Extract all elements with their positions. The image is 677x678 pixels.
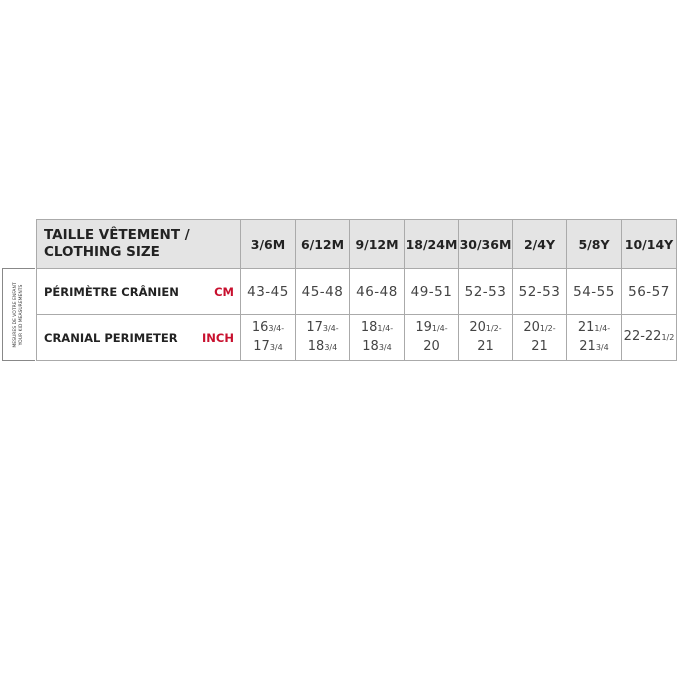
inch-value-cell: 22-221/2 [621, 314, 677, 361]
side-label-fr: MESURES DE VOTRE ENFANT [13, 281, 18, 348]
inch-whole: 21 [477, 338, 494, 354]
cm-label: PÉRIMÈTRE CRÂNIEN [44, 284, 179, 299]
cm-row: PÉRIMÈTRE CRÂNIEN CM 43-45 45-48 46-48 49-51… [36, 268, 677, 315]
inch-whole: 20 [423, 338, 440, 354]
inch-unit: INCH [202, 330, 234, 345]
cm-value-cell: 54-55 [566, 268, 622, 315]
header-label-en: CLOTHING SIZE [44, 244, 160, 260]
inch-fraction: 3/4 [378, 342, 392, 352]
inch-value-cell: 181/4- 183/4 [349, 314, 405, 361]
inch-fraction: 1/4- [431, 323, 448, 333]
size-header-cell: 30/36M [458, 219, 513, 269]
cm-value-cell: 56-57 [621, 268, 677, 315]
side-label: MESURES DE VOTRE ENFANT YOUR KID MEASUREM… [13, 282, 25, 347]
inch-fraction: 3/4 [324, 342, 338, 352]
inch-whole: 17 [306, 319, 323, 335]
inch-whole: 16 [251, 319, 269, 335]
cm-unit: CM [214, 284, 234, 299]
inch-fraction: 1/2- [485, 323, 502, 333]
side-label-box: MESURES DE VOTRE ENFANT YOUR KID MEASUREM… [2, 268, 35, 361]
inch-fraction: 3/4 [269, 342, 283, 352]
header-row: TAILLE VÊTEMENT / CLOTHING SIZE 3/6M 6/12M… [36, 219, 677, 269]
inch-value-cell: 163/4- 173/4 [240, 314, 296, 361]
inch-fraction: 3/4 [595, 342, 609, 352]
side-label-en: YOUR KID MEASUREMENTS [19, 284, 24, 345]
inch-whole: 21 [531, 338, 548, 354]
inch-value-cell: 201/2- 21 [512, 314, 567, 361]
header-label-fr: TAILLE VÊTEMENT / [44, 227, 190, 243]
inch-fraction: 1/4- [377, 323, 394, 333]
inch-row: CRANIAL PERIMETER INCH 163/4- 173/4 173/4- 1… [36, 314, 677, 361]
cm-value-cell: 49-51 [404, 268, 459, 315]
cm-value-cell: 52-53 [458, 268, 513, 315]
inch-value-cell: 201/2- 21 [458, 314, 513, 361]
inch-value-cell: 173/4- 183/4 [295, 314, 350, 361]
cm-value-cell: 43-45 [240, 268, 296, 315]
inch-whole: 22-22 [623, 329, 662, 344]
inch-whole: 17 [253, 338, 270, 354]
inch-value-cell: 211/4- 213/4 [566, 314, 622, 361]
header-label: TAILLE VÊTEMENT / CLOTHING SIZE [36, 219, 241, 269]
inch-whole: 21 [577, 319, 595, 335]
inch-fraction: 1/2 [661, 333, 675, 342]
inch-row-label: CRANIAL PERIMETER INCH [36, 314, 241, 361]
inch-label: CRANIAL PERIMETER [44, 330, 178, 345]
size-header-cell: 6/12M [295, 219, 350, 269]
size-header-cell: 3/6M [240, 219, 296, 269]
inch-whole: 20 [523, 319, 540, 335]
size-header-cell: 2/4Y [512, 219, 567, 269]
cm-value-cell: 52-53 [512, 268, 567, 315]
inch-whole: 19 [415, 319, 432, 335]
cm-value-cell: 46-48 [349, 268, 405, 315]
inch-fraction: 1/2- [539, 323, 556, 333]
inch-whole: 20 [469, 319, 486, 335]
inch-whole: 18 [362, 338, 379, 354]
size-header-cell: 9/12M [349, 219, 405, 269]
size-header-cell: 5/8Y [566, 219, 622, 269]
inch-fraction: 3/4- [268, 323, 285, 333]
inch-fraction: 3/4- [322, 323, 339, 333]
inch-whole: 18 [307, 338, 325, 354]
inch-whole: 18 [360, 319, 378, 335]
inch-whole: 21 [579, 338, 596, 354]
cm-row-label: PÉRIMÈTRE CRÂNIEN CM [36, 268, 241, 315]
cm-value-cell: 45-48 [295, 268, 350, 315]
size-header-cell: 18/24M [404, 219, 459, 269]
inch-fraction: 1/4- [594, 323, 611, 333]
size-header-cell: 10/14Y [621, 219, 677, 269]
size-chart-table: TAILLE VÊTEMENT / CLOTHING SIZE 3/6M 6/12M… [36, 219, 677, 361]
inch-value-cell: 191/4- 20 [404, 314, 459, 361]
